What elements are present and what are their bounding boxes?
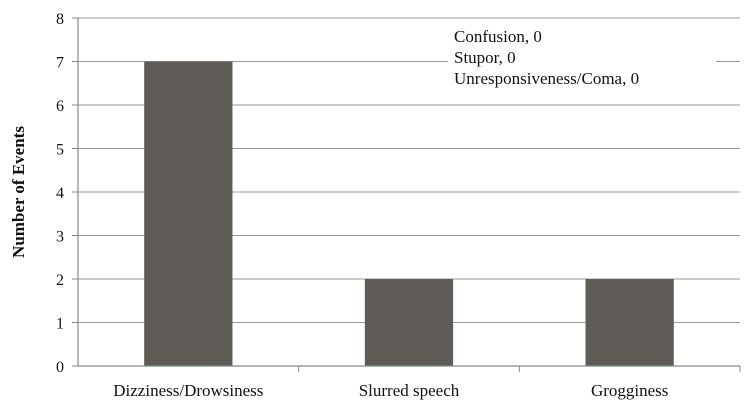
y-tick-label: 8 [56,11,64,28]
y-tick-label: 2 [56,272,64,289]
y-tick-labels: 0 1 2 3 4 5 6 7 8 [56,11,64,376]
x-tick-label: Grogginess [591,381,668,400]
bars [144,61,674,366]
x-tick-label: Slurred speech [359,381,460,400]
bar-slurred-speech [364,279,454,366]
y-tick-label: 0 [56,359,64,376]
axes [77,18,740,367]
bar-grogginess [585,279,674,366]
annotation-line: Unresponsiveness/Coma, 0 [454,69,639,88]
y-tick-label: 4 [56,185,64,202]
y-tick-label: 5 [56,142,64,159]
annotation-box: Confusion, 0 Stupor, 0 Unresponsiveness/Co… [448,22,716,98]
annotation-line: Stupor, 0 [454,48,516,67]
y-tick-label: 1 [56,316,64,333]
annotation-background [448,22,716,98]
bar-dizziness-drowsiness [144,61,233,366]
annotation-line: Confusion, 0 [454,27,542,46]
y-tick-label: 6 [56,98,64,115]
y-tick-label: 7 [56,55,64,72]
y-axis-label: Number of Events [9,126,28,258]
y-tick-label: 3 [56,229,64,246]
x-tick-label: Dizziness/Drowsiness [113,381,263,400]
x-tick-labels: Dizziness/Drowsiness Slurred speech Groggi… [113,366,741,400]
